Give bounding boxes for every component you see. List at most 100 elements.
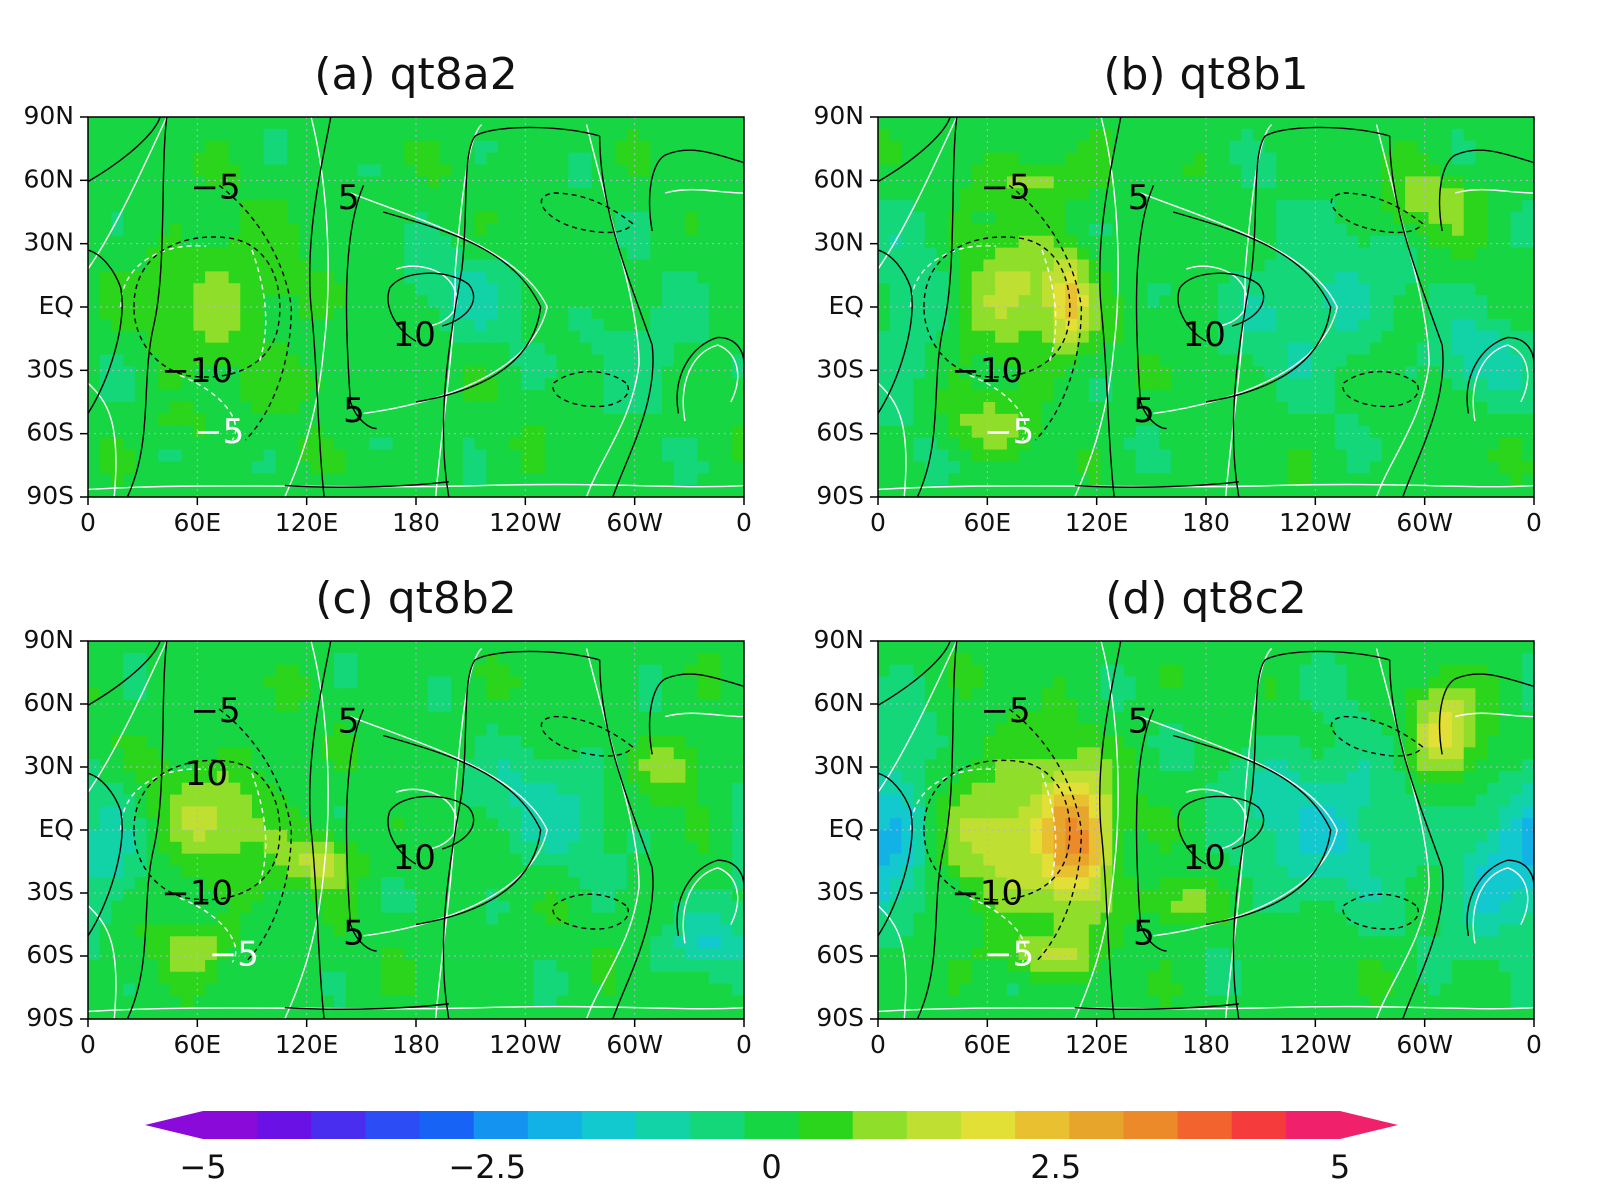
field-cell (1264, 390, 1277, 403)
field-cell (720, 366, 733, 379)
field-cell (287, 176, 300, 189)
field-cell (1217, 200, 1231, 213)
field-cell (1065, 235, 1078, 249)
field-cell (1416, 437, 1430, 451)
field-cell (123, 806, 136, 819)
field-cell (439, 188, 452, 201)
field-cell (416, 437, 429, 451)
field-cell (439, 330, 452, 344)
field-cell (498, 366, 511, 379)
field-cell (521, 782, 534, 796)
x-tick-label: 120E (1065, 508, 1129, 537)
field-cell (205, 152, 218, 166)
field-cell (638, 247, 651, 261)
field-cell (1440, 259, 1453, 272)
field-cell (1440, 176, 1453, 189)
field-cell (1440, 295, 1453, 308)
field-cell (1100, 259, 1113, 272)
field-cell (580, 390, 593, 403)
field-cell (1393, 354, 1406, 367)
field-cell (720, 688, 733, 701)
field-cell (439, 140, 452, 154)
field-cell (427, 271, 441, 284)
field-cell (287, 449, 300, 462)
field-cell (878, 223, 891, 237)
field-cell (392, 818, 405, 831)
field-cell (123, 283, 136, 296)
field-cell (1498, 425, 1512, 439)
field-cell (1405, 152, 1418, 166)
field-cell (650, 830, 663, 843)
field-cell (123, 900, 136, 914)
field-cell (439, 735, 452, 748)
field-cell (1510, 330, 1523, 344)
field-cell (486, 485, 499, 497)
field-cell (170, 806, 183, 819)
field-cell (193, 318, 206, 332)
field-cell (498, 700, 511, 713)
field-cell (1147, 176, 1160, 189)
field-cell (901, 318, 914, 332)
field-cell (1416, 366, 1430, 379)
field-cell (889, 212, 903, 225)
field-cell (1217, 354, 1231, 367)
field-cell (1522, 271, 1534, 284)
field-cell (462, 782, 476, 796)
field-cell (1334, 188, 1348, 201)
field-cell (462, 641, 476, 654)
field-cell (1452, 425, 1465, 439)
field-cell (521, 652, 534, 666)
field-cell (1018, 449, 1031, 462)
field-cell (1311, 140, 1324, 154)
field-cell (685, 247, 698, 261)
field-cell (205, 794, 218, 807)
field-cell (1452, 461, 1465, 474)
field-cell (544, 378, 558, 391)
field-cell (544, 889, 558, 902)
field-cell (1194, 200, 1207, 213)
field-cell (1510, 200, 1523, 213)
field-cell (193, 782, 206, 796)
field-cell (685, 259, 698, 272)
field-cell (134, 865, 148, 878)
field-cell (181, 461, 195, 474)
field-cell (474, 794, 487, 807)
field-cell (1006, 247, 1020, 261)
field-cell (1182, 259, 1195, 272)
field-cell (380, 688, 394, 701)
field-cell (228, 152, 241, 166)
field-cell (673, 271, 687, 284)
field-cell (252, 700, 265, 713)
field-cell (1323, 235, 1336, 249)
field-cell (1135, 188, 1149, 201)
field-cell (1241, 473, 1254, 486)
field-cell (1135, 461, 1149, 474)
contour-black-dashed (553, 372, 628, 407)
field-cell (1252, 247, 1266, 261)
field-cell (498, 889, 511, 902)
field-cell (971, 342, 985, 356)
field-cell (1405, 140, 1418, 154)
field-cell (1217, 212, 1231, 225)
field-cell (889, 140, 903, 154)
field-cell (1053, 342, 1067, 356)
field-cell (275, 402, 288, 415)
field-cell (697, 188, 710, 201)
contour-white-solid (1226, 125, 1272, 497)
field-cell (603, 830, 616, 843)
field-cell (170, 485, 183, 497)
field-cell (995, 354, 1008, 367)
field-cell (960, 188, 973, 201)
field-cell (732, 485, 744, 497)
field-cell (263, 841, 277, 855)
field-cell (322, 889, 335, 902)
field-cell (580, 318, 593, 332)
field-cell (971, 295, 985, 308)
field-cell (1487, 247, 1500, 261)
field-cell (263, 900, 277, 914)
field-cell (580, 865, 593, 878)
field-cell (1276, 437, 1289, 451)
field-cell (1135, 152, 1149, 166)
field-cell (310, 247, 323, 261)
field-cell (275, 307, 288, 320)
